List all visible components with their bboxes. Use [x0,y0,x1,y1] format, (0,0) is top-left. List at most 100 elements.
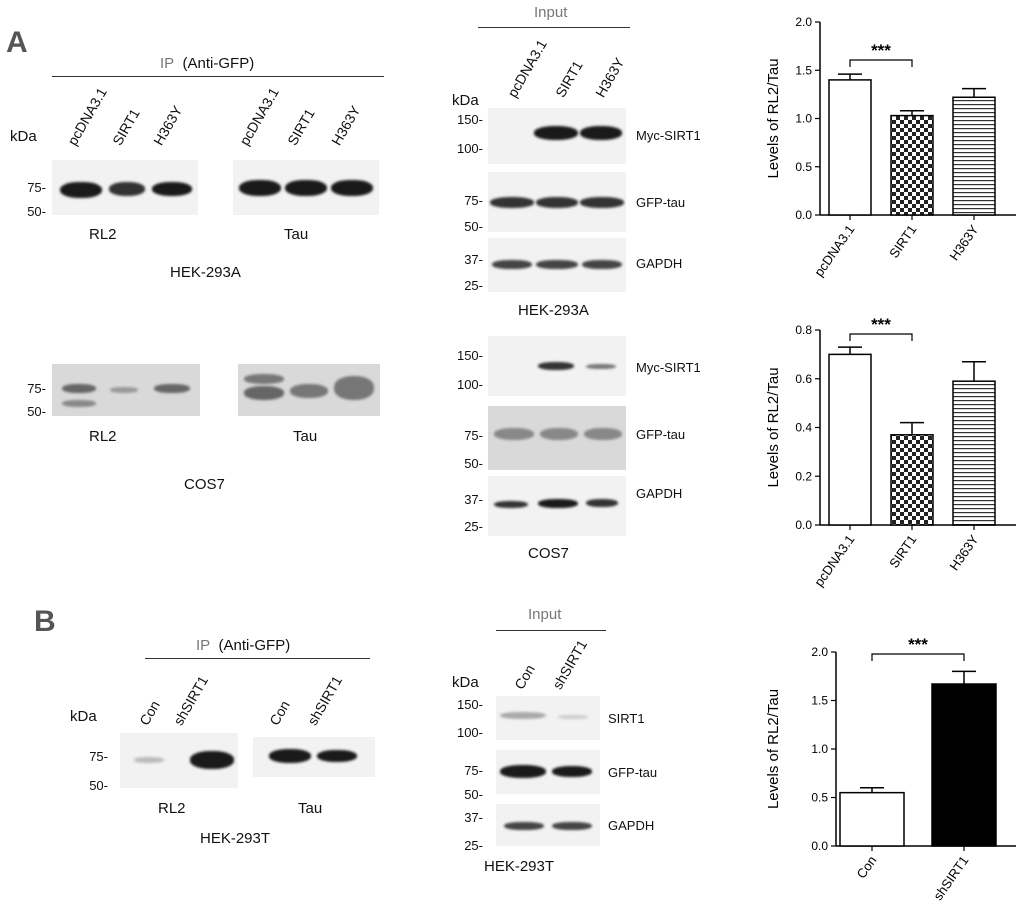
bar [952,380,996,526]
lane-label: H363Y [592,54,628,100]
significance-label: *** [908,635,928,654]
y-tick-label: 1.0 [811,742,828,756]
blot-label-gfp-tau: GFP-tau [636,427,686,442]
x-tick-label: pcDNA3.1 [811,222,857,279]
mw-marker: 75- [464,193,483,208]
lane-label: H363Y [150,102,186,148]
blot-label-gfp-tau: GFP-tau [636,195,686,210]
western-blot-gfp-tau-cos7 [488,406,626,470]
blot-label-sirt1: SIRT1 [608,711,645,726]
mw-marker: 25- [464,838,483,853]
ip-label: IP [196,637,211,654]
y-tick-label: 0.2 [795,469,812,483]
cell-line-label: COS7 [184,476,225,493]
blot-label-myc-sirt1: Myc-SIRT1 [636,360,701,375]
x-tick-label: SIRT1 [886,222,919,261]
x-tick-label: H363Y [946,222,981,263]
bar-chart-hek293t: 0.0 0.5 1.0 1.5 2.0 Levels of RL2/Tau Con shSIR… [765,635,1016,903]
bar [828,79,872,216]
blot-label-gapdh: GAPDH [636,256,683,271]
lane-label: Con [511,661,538,692]
bar [828,353,872,526]
mw-marker: 100- [456,377,483,392]
western-blot-gfp-tau-hek293t [496,750,600,794]
input-header-line [496,630,606,631]
western-blot-gapdh-hek293t [496,804,600,846]
kda-label: kDa [452,674,479,691]
lane-label: SIRT1 [284,105,318,148]
x-tick-label: H363Y [946,532,981,573]
significance-bracket [849,333,913,341]
panel-letter-b: B [34,605,56,638]
y-tick-label: 0.0 [811,839,828,853]
ip-header-line [52,76,384,77]
mw-marker: 50- [27,204,46,219]
lane-label: pcDNA3.1 [64,84,110,148]
bar-chart-cos7: 0.0 0.2 0.4 0.6 0.8 Levels of RL2/Tau pcDNA3.1… [765,315,1016,589]
mw-marker: 50- [464,456,483,471]
y-tick-label: 2.0 [795,15,812,29]
ip-label: IP [160,55,175,72]
mw-marker: 50- [464,787,483,802]
y-tick-label: 1.5 [795,63,812,77]
cell-line-label: HEK-293T [484,858,555,875]
bar [952,96,996,216]
western-blot-sirt1-hek293t [496,696,600,740]
mw-marker: 150- [456,112,483,127]
x-tick-label: shSIRT1 [930,853,971,903]
y-tick-label: 2.0 [811,645,828,659]
western-blot-tau-hek293t [253,737,375,777]
y-tick-label: 0.5 [811,791,828,805]
y-tick-label: 1.5 [811,694,828,708]
mw-marker: 75- [27,381,46,396]
western-blot-myc-sirt1-hek [488,108,626,164]
mw-marker: 25- [464,278,483,293]
mw-marker: 37- [464,492,483,507]
y-tick-label: 0.8 [795,323,812,337]
ip-header-line [145,658,370,659]
cell-line-label: HEK-293A [518,302,589,319]
y-tick-label: 0.5 [795,160,812,174]
lane-label: Con [136,697,163,728]
lane-label: pcDNA3.1 [236,84,282,148]
x-tick-label: Con [853,853,879,881]
blot-label-tau: Tau [284,226,309,243]
blot-label-gapdh: GAPDH [608,818,655,833]
y-axis-label: Levels of RL2/Tau [765,367,782,487]
input-header: Input [528,606,562,623]
mw-marker: 100- [456,725,483,740]
mw-marker: 100- [456,141,483,156]
ip-antibody: (Anti-GFP) [182,55,255,72]
lane-label: SIRT1 [109,105,143,148]
mw-marker: 37- [464,252,483,267]
significance-label: *** [871,315,891,334]
blot-label-tau: Tau [298,800,323,817]
mw-marker: 37- [464,810,483,825]
bar [890,114,934,216]
blot-label-gfp-tau: GFP-tau [608,765,658,780]
lane-label: SIRT1 [552,57,586,100]
mw-marker: 50- [27,404,46,419]
lane-label: Con [266,697,293,728]
lane-label: pcDNA3.1 [504,36,550,100]
cell-line-label: COS7 [528,545,569,562]
mw-marker: 50- [464,219,483,234]
mw-marker: 75- [464,763,483,778]
mw-marker: 75- [27,180,46,195]
blot-label-rl2: RL2 [89,226,117,243]
cell-line-label: HEK-293A [170,264,241,281]
y-tick-label: 0.0 [795,208,812,222]
significance-label: *** [871,41,891,60]
western-blot-myc-sirt1-cos7 [488,336,626,396]
bar [890,434,934,526]
x-tick-label: SIRT1 [886,532,919,571]
input-header: Input [534,4,568,21]
lane-label: H363Y [328,102,364,148]
western-blot-rl2-hek [52,160,198,215]
significance-bracket [871,653,965,661]
y-tick-label: 0.0 [795,518,812,532]
western-blot-rl2-hek293t [120,733,238,788]
kda-label: kDa [70,708,97,725]
western-blot-gapdh-hek [488,238,626,292]
y-tick-label: 0.6 [795,372,812,386]
